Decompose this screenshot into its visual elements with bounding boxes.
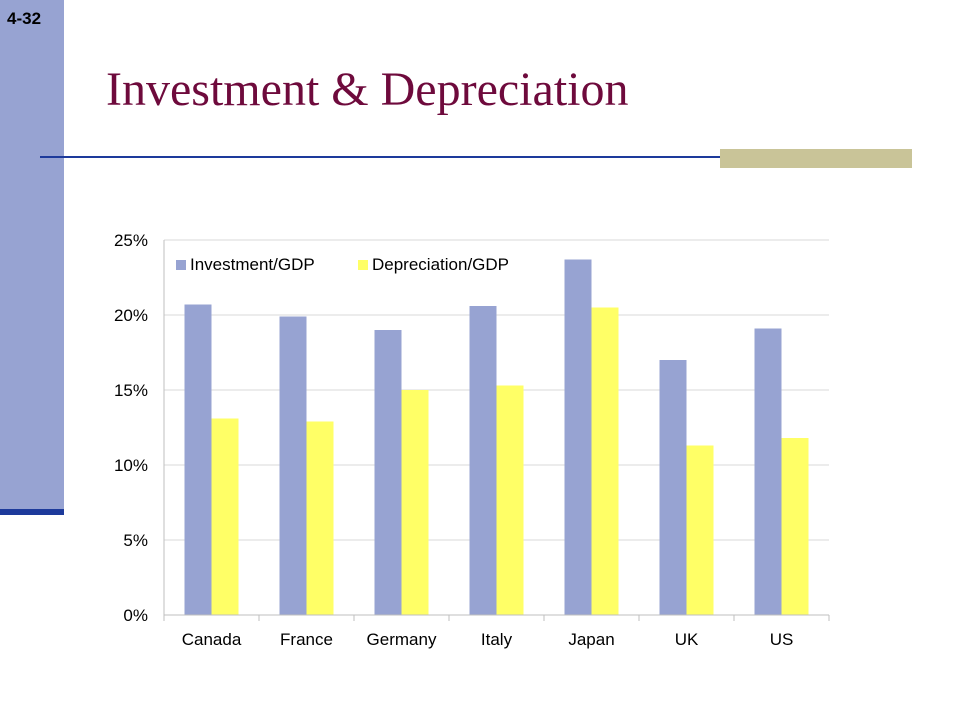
left-sidebar-edge	[0, 509, 64, 515]
bars	[184, 259, 809, 615]
bar-investment	[659, 360, 687, 615]
bar-depreciation	[401, 390, 429, 615]
y-tick-label: 5%	[123, 531, 148, 550]
x-tick-label: US	[770, 630, 794, 649]
x-tick-label: Germany	[367, 630, 437, 649]
bar-investment	[279, 316, 307, 615]
bar-investment	[374, 330, 402, 615]
y-tick-label: 15%	[114, 381, 148, 400]
bar-depreciation	[306, 421, 334, 615]
legend-swatch	[358, 260, 368, 270]
axes: 0% 5% 10% 15% 20% 25% Canada France Germany Italy…	[114, 231, 830, 649]
bar-depreciation	[211, 418, 239, 615]
bar-investment	[184, 304, 212, 615]
y-tick-label: 10%	[114, 456, 148, 475]
y-tick-label: 0%	[123, 606, 148, 625]
legend-entry: Depreciation/GDP	[372, 255, 509, 274]
x-tick-label: UK	[675, 630, 699, 649]
legend-swatch	[176, 260, 186, 270]
y-tick-label: 25%	[114, 231, 148, 250]
title-accent-block	[720, 149, 912, 168]
y-tick-label: 20%	[114, 306, 148, 325]
bar-investment	[564, 259, 592, 615]
legend-entry: Investment/GDP	[190, 255, 315, 274]
x-tick-label: France	[280, 630, 333, 649]
bar-depreciation	[496, 385, 524, 615]
bar-depreciation	[781, 438, 809, 615]
bar-depreciation	[591, 307, 619, 615]
x-tick-label: Italy	[481, 630, 513, 649]
x-tick-label: Japan	[568, 630, 614, 649]
legend: Investment/GDP Depreciation/GDP	[176, 255, 509, 274]
title-underline	[40, 156, 912, 158]
bar-investment	[754, 328, 782, 615]
left-sidebar-bar	[0, 0, 64, 512]
slide-title: Investment & Depreciation	[106, 63, 629, 116]
slide-number: 4-32	[7, 9, 42, 28]
bar-investment	[469, 306, 497, 615]
bar-depreciation	[686, 445, 714, 615]
x-tick-label: Canada	[182, 630, 242, 649]
